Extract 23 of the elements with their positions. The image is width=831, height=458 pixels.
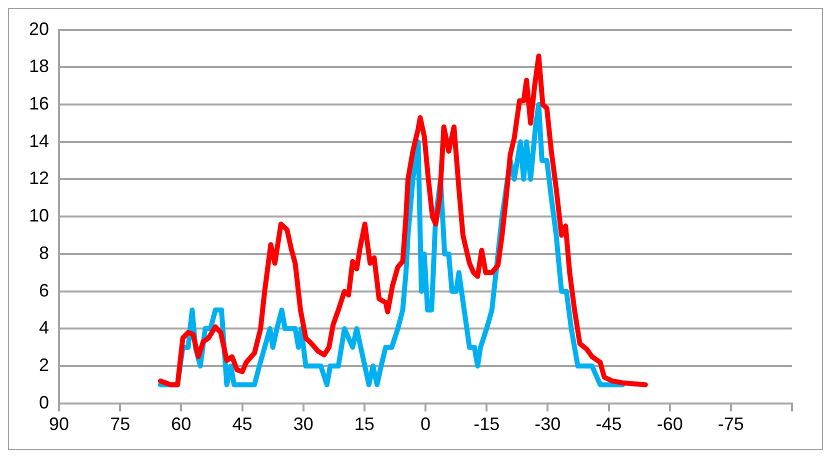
y-tick-label: 8 xyxy=(39,242,50,263)
y-tick-label: 14 xyxy=(28,130,50,151)
x-tick-label: 45 xyxy=(232,414,252,434)
y-tick-label: 18 xyxy=(28,56,50,76)
x-tick-label: -60 xyxy=(656,414,683,434)
x-tick-label: 90 xyxy=(49,414,70,434)
x-tick-label: -30 xyxy=(534,414,561,434)
x-tick-label: -15 xyxy=(474,414,500,434)
y-tick-label: 4 xyxy=(39,318,50,338)
x-tick-label: 15 xyxy=(354,414,374,434)
x-tick-label: 60 xyxy=(171,414,192,434)
y-tick-label: 0 xyxy=(39,392,50,412)
x-tick-label: -75 xyxy=(718,414,744,434)
y-tick-label: 16 xyxy=(28,93,50,114)
x-tick-label: -45 xyxy=(596,414,622,434)
y-tick-label: 6 xyxy=(39,280,50,300)
y-tick-label: 2 xyxy=(39,355,50,376)
y-tick-label: 10 xyxy=(28,206,50,226)
y-tick-label: 12 xyxy=(28,168,50,188)
x-tick-label: 30 xyxy=(293,414,314,434)
y-tick-label: 20 xyxy=(28,18,50,39)
x-tick-label: 75 xyxy=(110,414,130,434)
x-tick-label: 0 xyxy=(420,414,431,434)
